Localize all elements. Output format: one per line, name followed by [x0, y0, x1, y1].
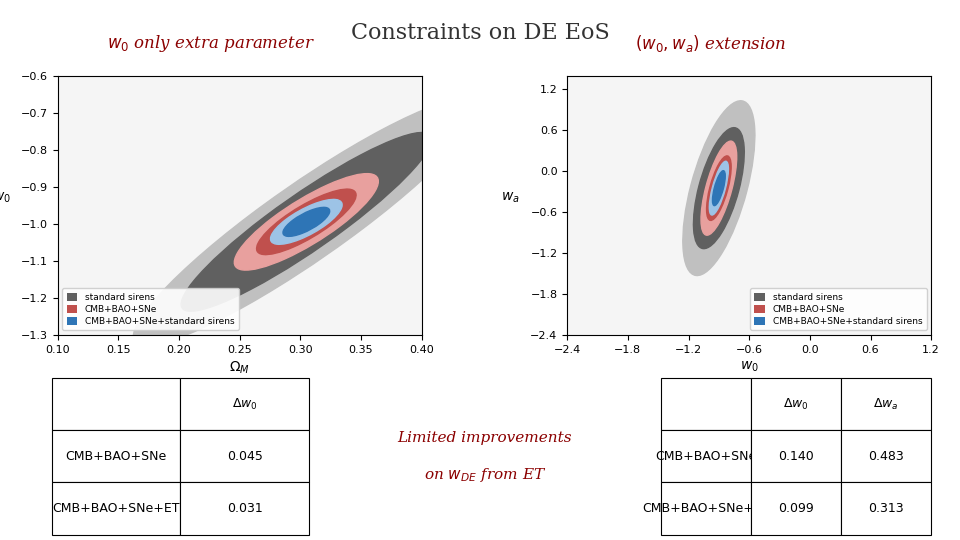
Text: $(w_0, w_a)$ extension: $(w_0, w_a)$ extension [635, 33, 786, 54]
Ellipse shape [707, 156, 732, 220]
Ellipse shape [181, 132, 432, 311]
Text: on $w_{DE}$ from ET: on $w_{DE}$ from ET [423, 466, 546, 484]
Ellipse shape [133, 98, 479, 346]
Ellipse shape [283, 207, 329, 237]
Text: $w_0$ only extra parameter: $w_0$ only extra parameter [108, 33, 315, 54]
Ellipse shape [271, 199, 342, 244]
Text: Constraints on DE EoS: Constraints on DE EoS [350, 22, 610, 44]
Y-axis label: $w_0$: $w_0$ [0, 191, 11, 205]
X-axis label: $w_0$: $w_0$ [740, 360, 758, 374]
Ellipse shape [693, 127, 744, 248]
X-axis label: $\Omega_M$: $\Omega_M$ [229, 360, 250, 376]
Text: Limited improvements: Limited improvements [397, 430, 572, 444]
Ellipse shape [683, 101, 755, 275]
Ellipse shape [234, 174, 378, 270]
Ellipse shape [709, 161, 729, 215]
Ellipse shape [701, 141, 736, 235]
Legend: standard sirens, CMB+BAO+SNe, CMB+BAO+SNe+standard sirens: standard sirens, CMB+BAO+SNe, CMB+BAO+SN… [750, 288, 926, 330]
Ellipse shape [712, 171, 725, 206]
Ellipse shape [256, 189, 356, 255]
Y-axis label: $w_a$: $w_a$ [501, 191, 520, 205]
Legend: standard sirens, CMB+BAO+SNe, CMB+BAO+SNe+standard sirens: standard sirens, CMB+BAO+SNe, CMB+BAO+SN… [62, 288, 239, 330]
